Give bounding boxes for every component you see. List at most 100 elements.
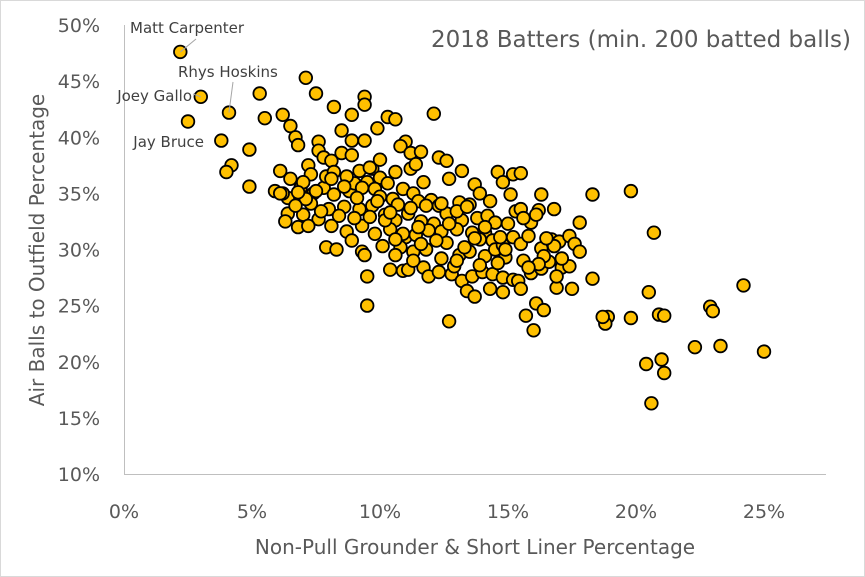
data-point <box>472 186 488 201</box>
data-point <box>644 396 659 411</box>
data-point <box>324 218 339 234</box>
data-point <box>434 251 449 266</box>
y-tick-label: 45% <box>58 71 100 93</box>
data-point <box>493 229 508 245</box>
data-point <box>326 187 342 202</box>
data-point <box>380 176 395 191</box>
data-point <box>408 156 424 172</box>
data-point <box>431 264 447 280</box>
data-point <box>503 187 518 202</box>
data-point <box>357 133 372 148</box>
x-tick-label: 20% <box>615 501 657 523</box>
data-point <box>331 208 347 224</box>
data-point <box>585 271 600 286</box>
data-point <box>344 133 360 148</box>
x-tick-label: 5% <box>237 501 267 523</box>
annotation-label: Matt Carpenter <box>130 19 245 37</box>
data-point <box>418 198 434 213</box>
data-point <box>273 163 288 179</box>
data-point <box>370 193 385 209</box>
data-point <box>518 308 534 323</box>
data-point <box>482 281 498 297</box>
x-tick-label: 10% <box>359 501 401 523</box>
data-point <box>467 289 482 304</box>
data-point <box>459 199 475 215</box>
data-point <box>360 298 375 313</box>
data-point <box>308 86 324 101</box>
annotation-label: Joey Gallo <box>116 87 192 105</box>
data-point <box>403 200 418 216</box>
chart-title: 2018 Batters (min. 200 batted balls) <box>431 27 851 53</box>
data-point <box>370 121 385 136</box>
data-point <box>623 310 639 326</box>
data-point <box>756 344 772 359</box>
data-point <box>426 106 442 121</box>
data-point <box>585 187 600 202</box>
data-point <box>516 210 531 226</box>
data-point <box>572 215 587 230</box>
data-point <box>221 105 237 120</box>
data-point <box>413 236 429 252</box>
data-point <box>298 70 314 86</box>
data-point <box>388 164 403 180</box>
data-point <box>454 163 470 179</box>
data-point <box>449 253 465 268</box>
data-point <box>360 269 375 284</box>
data-point <box>429 233 444 248</box>
data-point <box>406 253 421 268</box>
data-point <box>495 174 511 190</box>
data-point <box>564 281 580 297</box>
annotation-label: Rhys Hoskins <box>178 63 278 81</box>
data-point <box>713 338 728 354</box>
data-point <box>495 285 511 300</box>
data-point <box>344 233 360 248</box>
y-tick-labels: 10% 15% 20% 25% 30% 35% 40% 45% 50% <box>58 15 100 486</box>
data-point <box>344 147 360 163</box>
data-point <box>257 110 273 126</box>
data-point <box>367 226 383 242</box>
data-point <box>411 219 426 235</box>
x-axis-title: Non-Pull Grounder & Short Liner Percenta… <box>255 535 695 559</box>
data-point <box>393 138 408 154</box>
data-point <box>388 247 403 263</box>
data-point <box>595 309 610 325</box>
data-point <box>324 171 339 187</box>
y-tick-label: 10% <box>58 464 100 486</box>
data-point <box>283 171 298 187</box>
y-tick-label: 15% <box>58 408 100 430</box>
x-tick-label: 15% <box>487 501 529 523</box>
data-point <box>326 99 342 115</box>
data-point <box>472 258 488 273</box>
data-point <box>329 242 344 257</box>
data-point <box>441 171 457 187</box>
data-point <box>308 183 324 199</box>
y-tick-label: 20% <box>58 352 100 374</box>
data-point <box>288 198 303 213</box>
data-point <box>413 144 429 160</box>
data-point <box>482 193 498 209</box>
annotation-leader-line <box>180 38 197 53</box>
data-point <box>441 314 457 329</box>
data-point <box>441 216 457 231</box>
data-point <box>654 352 669 367</box>
data-point <box>513 165 529 181</box>
data-point <box>347 210 362 226</box>
data-point <box>490 255 506 271</box>
data-points <box>173 44 772 411</box>
data-point <box>372 152 388 167</box>
data-point <box>388 232 403 247</box>
y-axis-title: Air Balls to Outfield Percentage <box>25 94 49 406</box>
data-point <box>549 269 564 284</box>
data-point <box>313 204 329 219</box>
data-point <box>388 112 403 127</box>
annotation-leader-line <box>192 93 201 98</box>
data-point <box>554 251 570 266</box>
y-tick-label: 35% <box>58 183 100 205</box>
data-point <box>214 133 229 148</box>
x-tick-labels: 0% 5% 10% 15% 20% 25% <box>109 501 785 523</box>
data-point <box>521 228 536 244</box>
data-point <box>290 185 306 200</box>
data-point <box>705 304 721 319</box>
annotation-label: Jay Bruce <box>132 133 204 151</box>
